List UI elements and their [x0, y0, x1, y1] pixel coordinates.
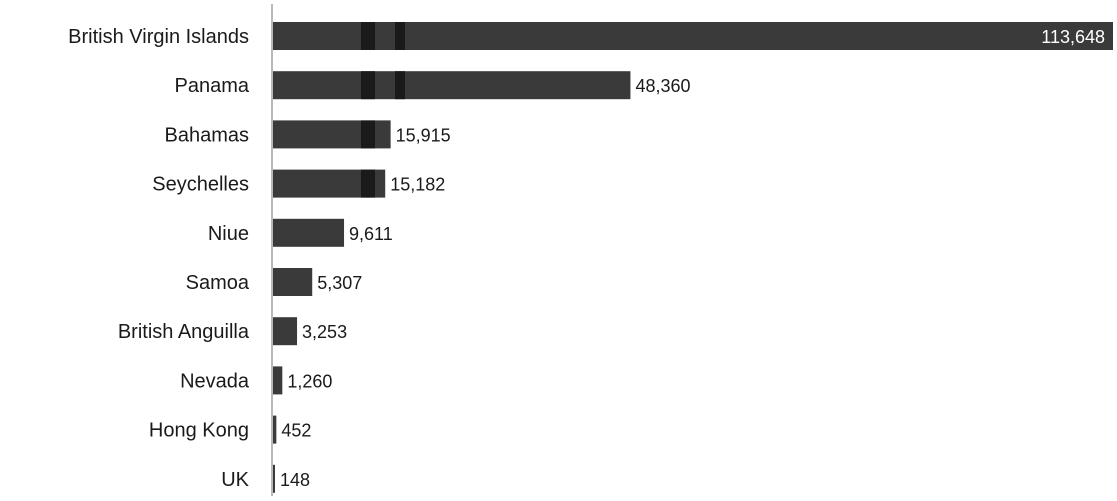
category-label-8: Hong Kong — [149, 420, 249, 442]
category-label-3: Seychelles — [152, 174, 249, 196]
value-label-7: 1,260 — [287, 371, 332, 391]
bars-layer — [273, 22, 1113, 493]
value-label-4: 9,611 — [349, 224, 393, 244]
value-label-1: 48,360 — [635, 76, 690, 96]
value-label-6: 3,253 — [302, 322, 347, 342]
bar-band-3-0 — [361, 169, 375, 198]
category-label-4: Niue — [208, 223, 249, 245]
category-label-9: UK — [221, 469, 249, 491]
value-label-9: 148 — [280, 470, 310, 490]
category-label-1: Panama — [175, 75, 250, 97]
category-label-5: Samoa — [186, 272, 250, 294]
bar-7 — [273, 366, 283, 395]
value-label-5: 5,307 — [317, 273, 362, 293]
bar-9 — [273, 464, 275, 493]
bar-0 — [273, 22, 1113, 50]
labels-layer: British Virgin Islands 113,648 Panama 48,36… — [68, 26, 1105, 491]
bar-band-1-0 — [361, 71, 375, 100]
bar-band-0-0 — [361, 22, 375, 50]
bar-band-2-0 — [361, 120, 375, 149]
category-label-0: British Virgin Islands — [68, 26, 249, 48]
value-label-0: 113,648 — [1041, 27, 1105, 47]
category-label-2: Bahamas — [165, 124, 250, 146]
category-label-6: British Anguilla — [118, 321, 250, 343]
bar-6 — [273, 317, 298, 346]
category-label-7: Nevada — [180, 370, 250, 392]
bar-band-1-1 — [395, 71, 405, 100]
value-label-2: 15,915 — [396, 125, 451, 145]
value-label-3: 15,182 — [390, 175, 445, 195]
bar-8 — [273, 415, 277, 444]
bar-1 — [273, 71, 631, 100]
bar-4 — [273, 218, 345, 247]
value-label-8: 452 — [281, 421, 311, 441]
bar-band-0-1 — [395, 22, 405, 50]
bar-5 — [273, 268, 313, 296]
